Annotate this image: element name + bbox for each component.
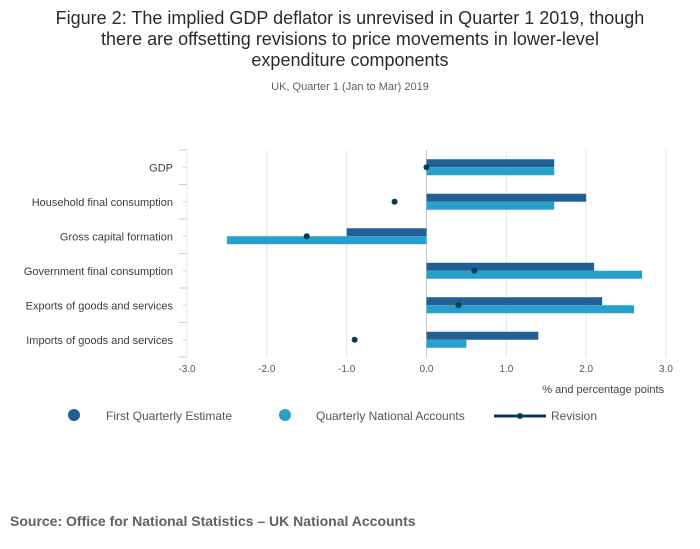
gridlines (186, 150, 667, 357)
revision-marker[interactable] (455, 302, 462, 309)
revision-marker[interactable] (303, 233, 310, 240)
bar-quarterly-national-accounts[interactable] (426, 339, 467, 348)
legend-swatch (279, 409, 291, 421)
legend-label: First Quarterly Estimate (106, 409, 232, 423)
category-label: Household final consumption (32, 197, 173, 209)
bar-first-quarterly-estimate[interactable] (426, 331, 539, 340)
legend-swatch (517, 413, 523, 419)
bar-quarterly-national-accounts[interactable] (426, 305, 635, 314)
x-axis-title: % and percentage points (542, 384, 664, 396)
category-label: Exports of goods and services (26, 300, 174, 312)
x-tick-label: -1.0 (338, 364, 356, 375)
revision-marker[interactable] (391, 198, 398, 205)
source-note: Source: Office for National Statistics –… (10, 513, 416, 529)
bar-first-quarterly-estimate[interactable] (426, 297, 603, 306)
legend[interactable]: First Quarterly Estimate Quarterly Natio… (68, 409, 597, 423)
legend-item-revision[interactable]: Revision (494, 409, 597, 423)
bar-first-quarterly-estimate[interactable] (426, 193, 587, 202)
revision-marker[interactable] (471, 267, 478, 274)
x-tick-label: 3.0 (659, 364, 673, 375)
bar-quarterly-national-accounts[interactable] (426, 270, 643, 279)
chart-title-line: Figure 2: The implied GDP deflator is un… (56, 8, 645, 28)
x-tick-label: -2.0 (258, 364, 276, 375)
bar-first-quarterly-estimate[interactable] (426, 262, 595, 271)
legend-label: Quarterly National Accounts (316, 409, 465, 423)
category-labels: GDP Household final consumption Gross capi… (24, 162, 174, 347)
bar-first-quarterly-estimate[interactable] (346, 228, 427, 237)
revision-marker[interactable] (423, 164, 430, 171)
legend-swatch (68, 409, 80, 421)
legend-item-first-quarterly-estimate[interactable]: First Quarterly Estimate (68, 409, 232, 423)
bar-quarterly-national-accounts[interactable] (226, 236, 427, 245)
x-tick-label: 2.0 (579, 364, 593, 375)
revision-marker[interactable] (351, 336, 358, 343)
x-tick-label: -3.0 (178, 364, 196, 375)
bar-first-quarterly-estimate[interactable] (426, 159, 555, 168)
bar-quarterly-national-accounts[interactable] (426, 167, 555, 176)
bar-quarterly-national-accounts[interactable] (426, 201, 555, 210)
chart-title-line: there are offsetting revisions to price … (101, 29, 599, 49)
revision-markers (303, 164, 478, 343)
x-axis-tick-labels: -3.0 -2.0 -1.0 0.0 1.0 2.0 3.0 (178, 364, 673, 375)
category-label: Gross capital formation (60, 231, 173, 243)
category-label: GDP (149, 162, 173, 174)
chart-title: Figure 2: The implied GDP deflator is un… (56, 8, 645, 70)
x-tick-label: 0.0 (420, 364, 434, 375)
x-tick-label: 1.0 (499, 364, 513, 375)
legend-item-quarterly-national-accounts[interactable]: Quarterly National Accounts (279, 409, 465, 423)
category-label: Government final consumption (24, 266, 173, 278)
bar-series (226, 159, 643, 348)
legend-label: Revision (551, 409, 597, 423)
category-tick-marks (179, 149, 187, 358)
chart-title-line: expenditure components (251, 50, 448, 70)
category-label: Imports of goods and services (26, 335, 173, 347)
chart-subtitle: UK, Quarter 1 (Jan to Mar) 2019 (271, 81, 429, 93)
